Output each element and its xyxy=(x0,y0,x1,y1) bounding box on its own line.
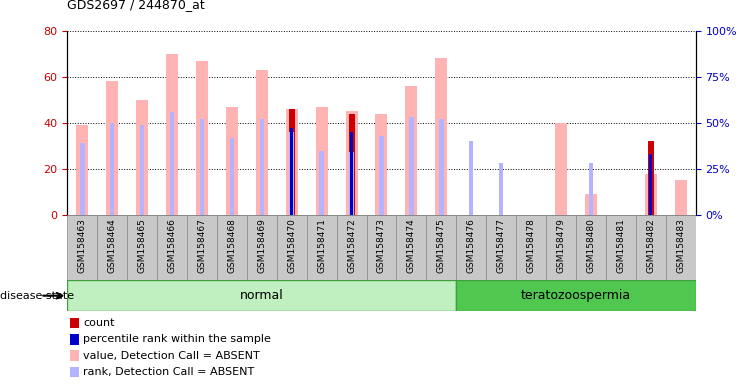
Bar xyxy=(379,136,384,215)
Bar xyxy=(277,215,307,280)
Text: GSM158466: GSM158466 xyxy=(168,218,177,273)
Bar xyxy=(675,180,687,215)
Bar xyxy=(67,280,456,311)
Bar xyxy=(367,215,396,280)
Bar xyxy=(589,164,593,215)
Bar xyxy=(110,123,114,215)
Text: GSM158479: GSM158479 xyxy=(557,218,565,273)
Bar xyxy=(70,334,79,344)
Bar xyxy=(289,109,295,215)
Bar xyxy=(585,194,597,215)
Bar xyxy=(439,119,444,215)
Bar xyxy=(636,215,666,280)
Text: rank, Detection Call = ABSENT: rank, Detection Call = ABSENT xyxy=(83,367,254,377)
Text: GSM158470: GSM158470 xyxy=(287,218,296,273)
Bar xyxy=(140,125,144,215)
Bar xyxy=(555,123,567,215)
Bar xyxy=(319,151,324,215)
Bar xyxy=(349,152,354,215)
Text: GSM158483: GSM158483 xyxy=(676,218,685,273)
Bar xyxy=(247,215,277,280)
Bar xyxy=(396,215,426,280)
Bar xyxy=(67,215,97,280)
Text: count: count xyxy=(83,318,114,328)
Text: value, Detection Call = ABSENT: value, Detection Call = ABSENT xyxy=(83,351,260,361)
Bar xyxy=(346,111,358,215)
Text: GSM158472: GSM158472 xyxy=(347,218,356,273)
Text: GSM158474: GSM158474 xyxy=(407,218,416,273)
Bar xyxy=(435,58,447,215)
Bar xyxy=(666,215,696,280)
Bar xyxy=(375,114,387,215)
Bar xyxy=(576,215,606,280)
Bar xyxy=(606,215,636,280)
Bar xyxy=(230,137,234,215)
Bar xyxy=(136,100,148,215)
Bar xyxy=(409,118,414,215)
Bar xyxy=(516,215,546,280)
Text: disease state: disease state xyxy=(0,291,78,301)
Bar xyxy=(307,215,337,280)
Bar xyxy=(166,54,178,215)
Text: GSM158478: GSM158478 xyxy=(527,218,536,273)
Bar xyxy=(499,164,503,215)
Text: GSM158476: GSM158476 xyxy=(467,218,476,273)
Bar xyxy=(546,215,576,280)
Bar xyxy=(157,215,187,280)
Bar xyxy=(170,112,174,215)
Bar xyxy=(226,107,238,215)
Bar xyxy=(256,70,268,215)
Bar xyxy=(97,215,127,280)
Bar xyxy=(127,215,157,280)
Text: teratozoospermia: teratozoospermia xyxy=(521,289,631,302)
Bar xyxy=(645,174,657,215)
Bar xyxy=(456,215,486,280)
Text: GSM158482: GSM158482 xyxy=(646,218,655,273)
Bar xyxy=(337,215,367,280)
Bar xyxy=(76,125,88,215)
Bar xyxy=(426,215,456,280)
Text: GSM158465: GSM158465 xyxy=(138,218,147,273)
Bar xyxy=(70,318,79,328)
Bar xyxy=(469,141,473,215)
Bar xyxy=(106,81,118,215)
Bar xyxy=(217,215,247,280)
Text: GSM158468: GSM158468 xyxy=(227,218,236,273)
Bar xyxy=(196,61,208,215)
Bar xyxy=(456,280,696,311)
Bar xyxy=(486,215,516,280)
Bar xyxy=(260,119,264,215)
Text: GSM158475: GSM158475 xyxy=(437,218,446,273)
Text: GSM158467: GSM158467 xyxy=(197,218,206,273)
Text: GSM158471: GSM158471 xyxy=(317,218,326,273)
Bar xyxy=(350,132,353,215)
Bar xyxy=(648,141,654,215)
Text: GSM158480: GSM158480 xyxy=(586,218,595,273)
Bar xyxy=(316,107,328,215)
Text: GSM158481: GSM158481 xyxy=(616,218,625,273)
Bar xyxy=(70,351,79,361)
Bar xyxy=(349,114,355,215)
Text: GSM158477: GSM158477 xyxy=(497,218,506,273)
Bar xyxy=(80,143,85,215)
Text: GSM158464: GSM158464 xyxy=(108,218,117,273)
Text: normal: normal xyxy=(240,289,283,302)
Bar xyxy=(405,86,417,215)
Bar xyxy=(286,109,298,215)
Text: GSM158469: GSM158469 xyxy=(257,218,266,273)
Text: percentile rank within the sample: percentile rank within the sample xyxy=(83,334,271,344)
Bar xyxy=(187,215,217,280)
Text: GSM158463: GSM158463 xyxy=(78,218,87,273)
Text: GSM158473: GSM158473 xyxy=(377,218,386,273)
Bar xyxy=(649,154,652,215)
Bar xyxy=(70,367,79,377)
Text: GDS2697 / 244870_at: GDS2697 / 244870_at xyxy=(67,0,205,12)
Bar xyxy=(290,128,293,215)
Bar xyxy=(289,132,294,215)
Bar xyxy=(200,119,204,215)
